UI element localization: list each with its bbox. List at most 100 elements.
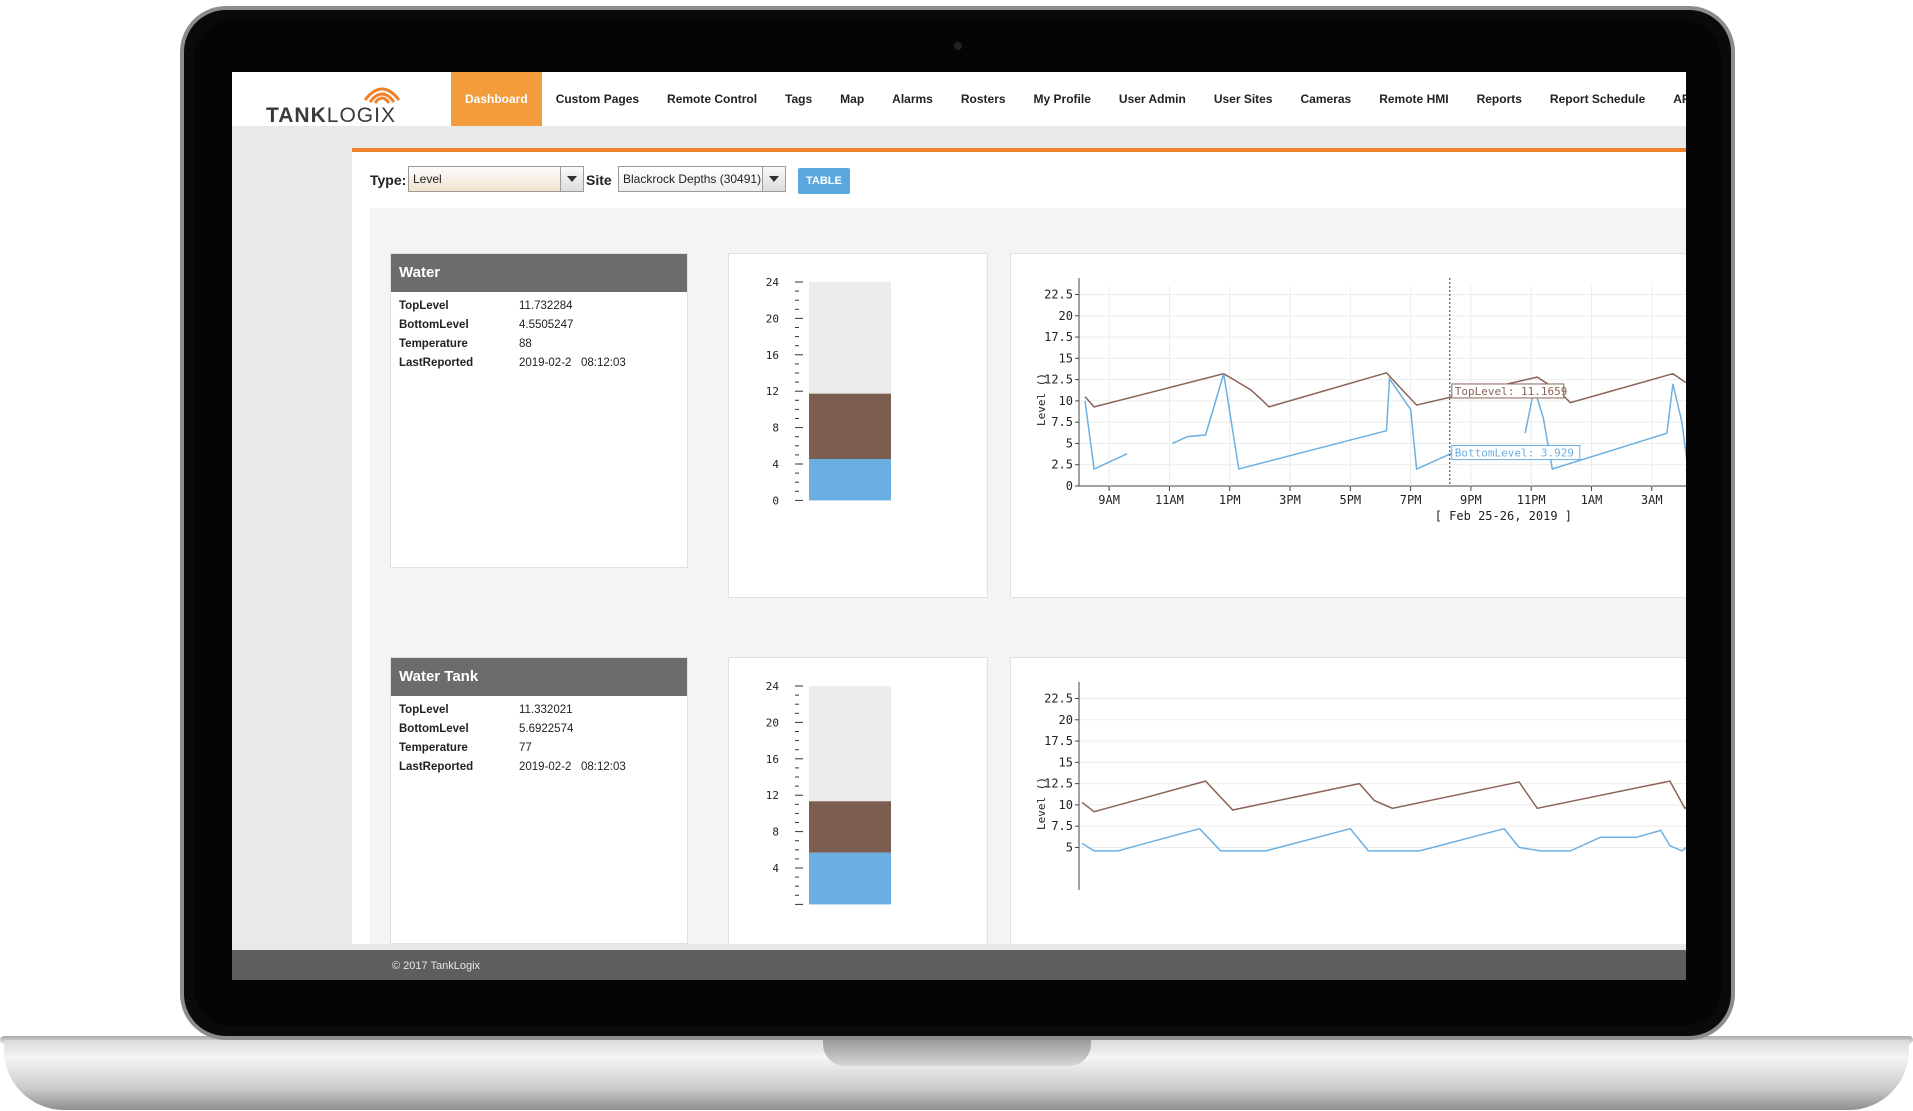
top-level-tooltip: TopLevel: 11.1659 (1451, 383, 1568, 399)
nav-item-map[interactable]: Map (840, 92, 865, 106)
y-tick-label: 7.5 (1051, 819, 1073, 833)
x-tick-label: 11PM (1517, 493, 1546, 507)
info-row: LastReported 2019-02-2 08:12:03 (399, 357, 626, 369)
y-tick-label: 5 (1066, 840, 1073, 854)
y-tick-label: 17.5 (1044, 330, 1073, 344)
x-tick-label: 3AM (1641, 493, 1663, 507)
y-tick-label: 20 (1059, 713, 1073, 727)
y-tick-label: 17.5 (1044, 734, 1073, 748)
trend-chart-card: 22.5 20 17.5 15 12.5 10 7.5 5 2.5 0 Level () 9AM 11A… (1010, 253, 1686, 598)
y-tick-label: 2.5 (1051, 458, 1073, 472)
nav-item-remote-hmi[interactable]: Remote HMI (1379, 92, 1449, 106)
gauge-tick-label: 20 (766, 312, 779, 325)
nav-item-user-sites[interactable]: User Sites (1213, 92, 1273, 106)
copyright-text: © 2017 TankLogix (392, 960, 481, 972)
nav-item-custom-pages[interactable]: Custom Pages (555, 92, 640, 106)
y-tick-label: 15 (1059, 351, 1073, 365)
gauge-tick-label: 4 (772, 458, 779, 471)
nav-item-dashboard[interactable]: Dashboard (451, 72, 542, 126)
gauge-top-layer (809, 801, 891, 853)
nav-item-report-schedule[interactable]: Report Schedule (1549, 92, 1646, 106)
trend-chart-card: 22.5 20 17.5 15 12.5 10 7.5 5 Level () (1010, 657, 1686, 944)
gauge-bottom-layer (809, 852, 891, 905)
bottom-level-tooltip: BottomLevel: 3.929 (1451, 445, 1581, 461)
chevron-down-icon[interactable] (560, 167, 583, 191)
y-axis-label: Level () (1035, 373, 1048, 426)
gauge-tick-label: 24 (766, 276, 780, 289)
bottom-level-series (1084, 400, 1128, 471)
site-label: Site (586, 172, 612, 188)
bottom-level-series (1172, 373, 1454, 471)
x-tick-label: 11AM (1155, 493, 1184, 507)
laptop-notch (823, 1040, 1091, 1066)
gauge-tick-label: 16 (766, 753, 779, 766)
x-tick-label: 9AM (1098, 493, 1120, 507)
info-row: TopLevel 11.332021 (399, 704, 573, 716)
site-select-value: Blackrock Depths (30491) (623, 172, 762, 186)
gauge-tick-label: 0 (772, 494, 779, 507)
x-tick-label: 1PM (1219, 493, 1241, 507)
nav-item-api[interactable]: API (1673, 92, 1686, 106)
level-trend-chart[interactable]: 22.5 20 17.5 15 12.5 10 7.5 5 2.5 0 Level () 9AM 11A… (1011, 254, 1686, 599)
y-tick-label: 10 (1059, 798, 1073, 812)
tank-title: Water Tank (391, 658, 687, 696)
gauge-bottom-layer (809, 458, 891, 501)
y-tick-label: 7.5 (1051, 415, 1073, 429)
gauge-tick-label: 12 (766, 789, 779, 802)
date-range-label: [ Feb 25-26, 2019 ] (1435, 509, 1572, 523)
bottom-level-series (1081, 827, 1686, 852)
nav-item-user-admin[interactable]: User Admin (1118, 92, 1186, 106)
y-tick-label: 15 (1059, 755, 1073, 769)
level-trend-chart[interactable]: 22.5 20 17.5 15 12.5 10 7.5 5 Level () (1011, 658, 1686, 944)
x-tick-label: 7PM (1400, 493, 1422, 507)
y-tick-label: 22.5 (1044, 692, 1073, 706)
nav-item-cameras[interactable]: Cameras (1300, 92, 1352, 106)
gauge-top-layer (809, 393, 891, 459)
y-tick-label: 12.5 (1044, 777, 1073, 791)
svg-text:BottomLevel: 3.929: BottomLevel: 3.929 (1455, 447, 1574, 460)
tank-gauge-card: 24 20 16 12 8 4 0 (728, 253, 988, 598)
nav-item-remote-control[interactable]: Remote Control (667, 92, 758, 106)
nav-item-alarms[interactable]: Alarms (892, 92, 933, 106)
y-tick-label: 0 (1066, 479, 1073, 493)
info-row: Temperature 77 (399, 742, 532, 754)
gauge-tick-label: 4 (772, 862, 779, 875)
tanklogix-logo[interactable]: TANKLOGIX (246, 78, 406, 127)
x-tick-label: 5PM (1339, 493, 1361, 507)
y-tick-label: 12.5 (1044, 373, 1073, 387)
top-navigation: TANKLOGIX Dashboard Custom Pages Remote Co… (232, 72, 1686, 127)
y-tick-label: 22.5 (1044, 288, 1073, 302)
tank-title: Water (391, 254, 687, 292)
y-tick-label: 10 (1059, 394, 1073, 408)
svg-text:TopLevel: 11.1659: TopLevel: 11.1659 (1455, 385, 1568, 398)
signal-waves-icon (363, 87, 401, 104)
nav-item-tags[interactable]: Tags (785, 92, 813, 106)
type-select[interactable]: Level (408, 166, 584, 192)
tank-info-card: Water Tank TopLevel 11.332021 BottomLevel… (390, 657, 688, 944)
camera-dot (953, 42, 962, 50)
info-row: Temperature 88 (399, 338, 532, 350)
y-tick-label: 20 (1059, 309, 1073, 323)
type-label: Type: (370, 172, 407, 188)
site-select[interactable]: Blackrock Depths (30491) (618, 166, 786, 192)
table-view-button[interactable]: TABLE VIEW (798, 168, 850, 213)
nav-item-rosters[interactable]: Rosters (960, 92, 1006, 106)
tank-level-gauge: 24 20 16 12 8 4 (766, 680, 891, 905)
nav-item-my-profile[interactable]: My Profile (1033, 92, 1091, 106)
info-row: TopLevel 11.732284 (399, 300, 573, 312)
gauge-tick-label: 20 (766, 716, 779, 729)
gauge-tick-label: 24 (766, 680, 780, 693)
logo-text: TANKLOGIX (266, 104, 396, 127)
nav-item-reports[interactable]: Reports (1476, 92, 1522, 106)
info-row: BottomLevel 4.5505247 (399, 319, 574, 331)
info-row: LastReported 2019-02-2 08:12:03 (399, 761, 626, 773)
tank-level-gauge: 24 20 16 12 8 4 0 (766, 276, 891, 507)
tank-panels: Water TopLevel 11.732284 BottomLevel 4.550… (370, 208, 1686, 944)
dashboard-content: Type: Level Site Blackrock Depths (30491… (352, 148, 1686, 944)
y-tick-label: 5 (1066, 436, 1073, 450)
chevron-down-icon[interactable] (762, 167, 785, 191)
info-row: BottomLevel 5.6922574 (399, 723, 574, 735)
x-tick-label: 9PM (1460, 493, 1482, 507)
type-select-value: Level (413, 172, 442, 186)
gauge-tick-label: 16 (766, 349, 779, 362)
